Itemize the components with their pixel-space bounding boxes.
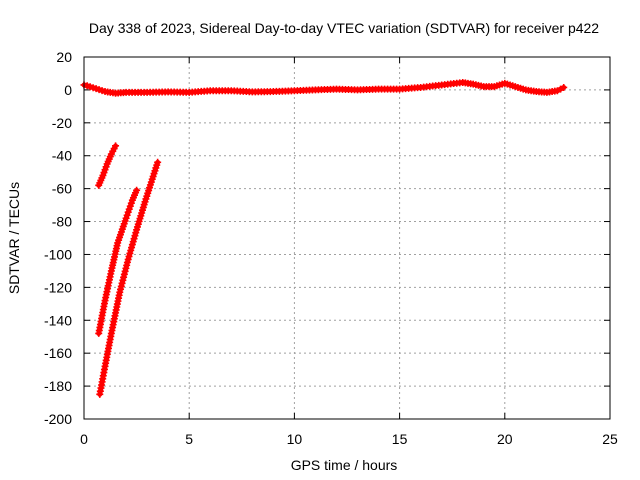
y-tick-label: -40: [52, 148, 72, 164]
y-tick-label: -20: [52, 115, 72, 131]
y-axis-label: SDTVAR / TECUs: [6, 182, 22, 294]
data-point-marker: [154, 158, 162, 166]
y-tick-label: 0: [64, 82, 72, 98]
data-point-marker: [133, 186, 141, 194]
x-tick-label: 20: [497, 431, 513, 447]
y-tick-label: -140: [44, 312, 72, 328]
data-point-marker: [112, 142, 120, 150]
data-series: [80, 79, 568, 398]
x-tick-label: 25: [602, 431, 618, 447]
plot-frame: [83, 56, 611, 420]
y-tick-label: -80: [52, 214, 72, 230]
y-axis-ticks: 20 0 -20 -40 -60 -80 -100 -120 -140 -160 -180 -200: [44, 49, 610, 427]
chart-title: Day 338 of 2023, Sidereal Day-to-day VTE…: [89, 20, 599, 36]
y-tick-label: -120: [44, 279, 72, 295]
data-point-marker: [560, 83, 568, 91]
y-tick-label: -60: [52, 181, 72, 197]
grid-lines: [84, 57, 610, 419]
x-tick-label: 5: [185, 431, 193, 447]
x-tick-label: 15: [392, 431, 408, 447]
y-tick-label: -200: [44, 411, 72, 427]
y-tick-label: 20: [56, 49, 72, 65]
series-2: [95, 142, 120, 189]
x-axis-label: GPS time / hours: [291, 457, 398, 473]
x-tick-label: 0: [80, 431, 88, 447]
series-1: [80, 79, 568, 97]
x-axis-ticks: 0 5 10 15 20 25: [80, 57, 618, 447]
series-4: [96, 158, 162, 398]
y-tick-label: -100: [44, 246, 72, 262]
series-3: [95, 186, 141, 337]
x-tick-label: 10: [287, 431, 303, 447]
y-tick-label: -160: [44, 345, 72, 361]
y-tick-label: -180: [44, 378, 72, 394]
